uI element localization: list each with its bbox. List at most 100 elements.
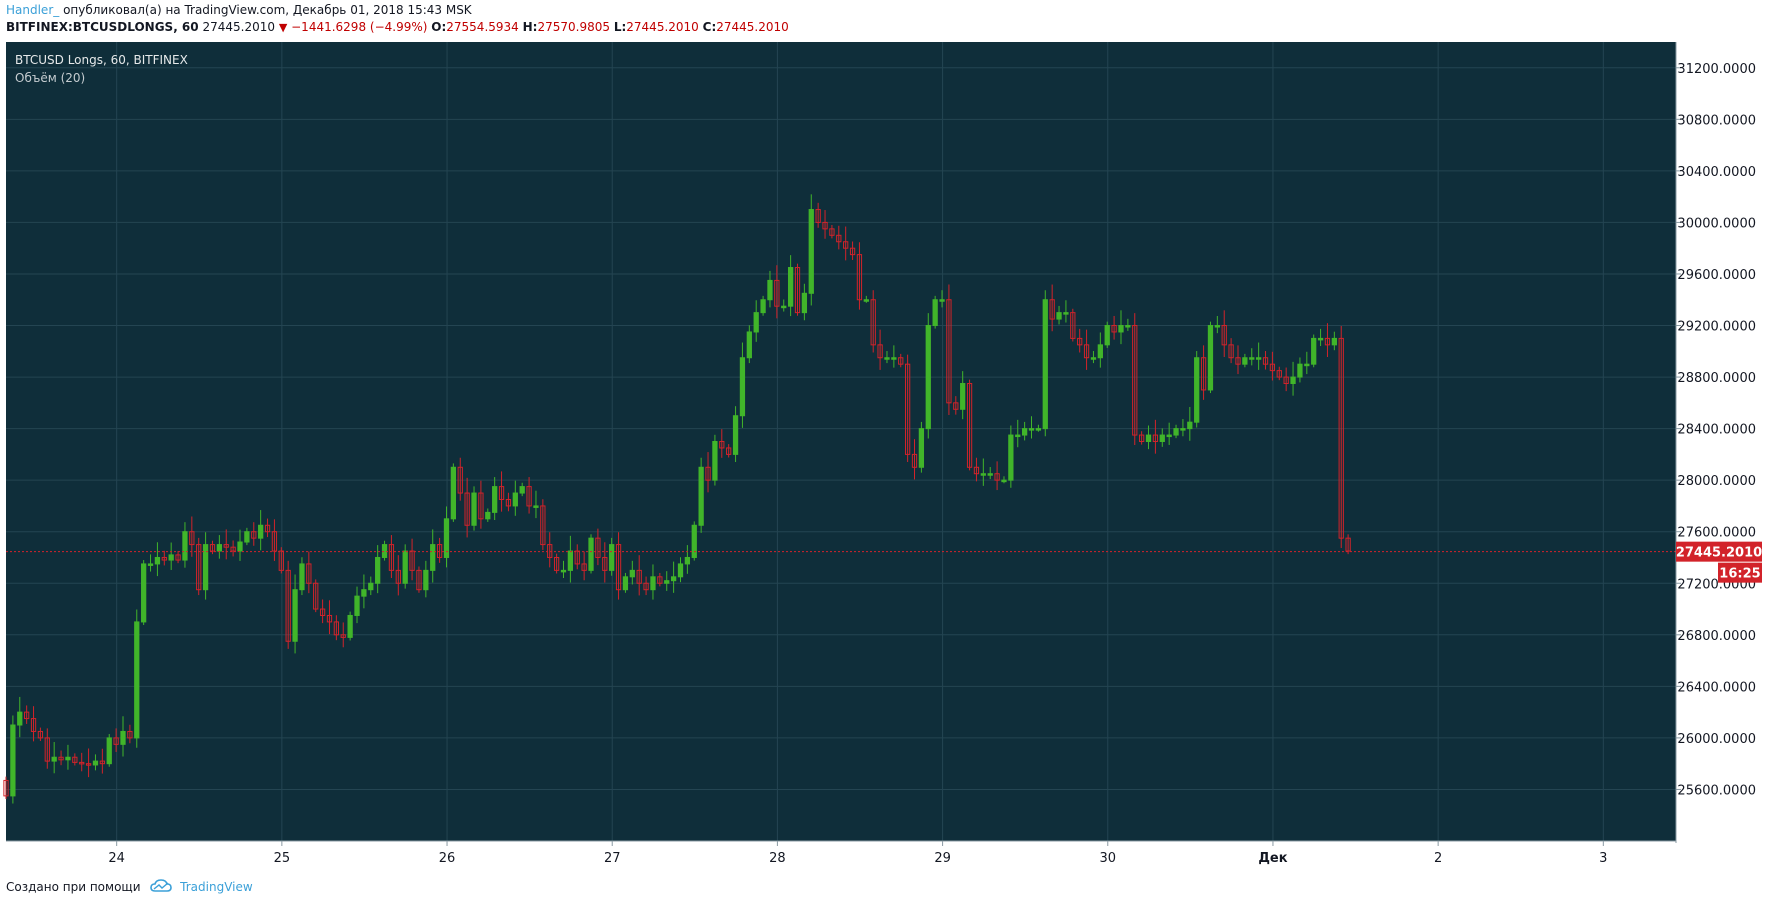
time-axis[interactable]: 24 25 26 27 28 29 30 Дек 2 3 [108,841,1607,866]
candle-body [1001,479,1007,483]
open-label: O: [431,20,447,34]
candle-body [691,524,697,558]
x-tick-label: 27 [604,851,621,866]
candle-body [643,582,649,591]
legend-volume[interactable]: Объём (20) [15,71,85,85]
candle-body [492,486,498,513]
candle-body [1083,344,1090,359]
candle-body [932,299,938,327]
candle-body [843,241,849,249]
candle-body [1276,370,1282,378]
candle-body [388,544,395,571]
candle-body [450,466,457,520]
candle-body [1324,337,1331,346]
candle-body [51,756,57,762]
candle-body [223,544,229,548]
candle-body [1132,325,1138,436]
candle-body [519,486,525,494]
candle-body [856,254,863,301]
candle-body [918,428,925,468]
candle-body [430,544,436,571]
candle-body [904,363,911,455]
candle-body [154,556,161,565]
candle-body [1015,434,1021,438]
ohlc-header: BITFINEX:BTCUSDLONGS, 60 27445.2010 ▼ −1… [6,20,789,34]
created-with-label: Создано при помощи [6,880,141,894]
last-price-tag: 27445.2010 16:25 [1676,541,1762,583]
candle-body [1221,325,1227,346]
candle-body [85,763,92,766]
candle-body [547,544,553,558]
candle-body [189,531,195,546]
low-value: 27445.2010 [626,20,699,34]
candle-body [815,209,821,223]
candle-body [333,621,339,636]
candle-body [698,466,704,526]
candle-body [196,544,202,591]
candle-body [781,305,787,309]
candle-body [271,531,278,552]
symbol-label: BITFINEX:BTCUSDLONGS, 60 [6,20,199,34]
candle-body [1194,357,1200,423]
candle-body [313,582,319,610]
candles [3,194,1351,804]
low-label: L: [613,20,627,34]
candle-body [209,544,216,552]
candle-body [1269,363,1276,372]
candle-body [622,576,629,591]
candle-body [161,556,167,561]
candle-body [216,544,222,552]
candle-body [581,563,587,571]
plot-area[interactable] [6,42,1676,841]
candle-body [292,589,298,642]
candle-body [182,531,188,561]
author-link[interactable]: Handler_ [6,3,60,17]
y-tick-label: 31200.0000 [1677,62,1756,77]
candle-body [471,492,477,526]
candle-body [1207,325,1214,391]
candle-body [540,505,546,546]
candle-body [1077,337,1083,346]
candle-body [202,544,209,591]
y-tick-label: 26800.0000 [1677,629,1756,644]
y-tick-label: 26400.0000 [1677,680,1756,695]
candle-body [24,711,30,720]
candle-body [670,576,677,582]
candle-body [409,550,415,571]
candle-body [1056,312,1062,320]
candle-body [264,524,271,533]
candle-body [966,383,973,468]
open-value: 27554.5934 [446,20,519,34]
candle-body [395,569,401,584]
candle-body [753,312,759,333]
candle-body [1042,299,1048,430]
candle-body [1021,428,1028,436]
candle-body [746,331,752,359]
candle-body [457,466,463,494]
footer: Создано при помощи TradingView [6,879,253,896]
candle-body [960,383,966,410]
candle-body [767,279,773,301]
y-tick-label: 30800.0000 [1677,113,1756,128]
candle-body [836,234,842,243]
candle-body [1311,337,1317,365]
candle-body [134,621,140,739]
candle-body [1028,428,1035,431]
candle-body [898,357,904,365]
candle-body [760,299,766,314]
candle-body [1242,357,1248,365]
candle-body [1187,421,1193,430]
candle-body [1111,325,1117,333]
tradingview-link[interactable]: TradingView [180,880,253,894]
high-label: H: [522,20,538,34]
candle-body [595,537,601,558]
candle-body [877,344,883,359]
candle-body [732,415,739,455]
countdown-tag-bg [1718,562,1762,583]
tradingview-cloud-icon [150,879,173,896]
price-axis[interactable]: 25600.0000 26000.0000 26400.0000 26800.0000… [1676,62,1756,799]
last-price: 27445.2010 [202,20,275,34]
candle-body [423,569,429,591]
candle-body [498,486,505,500]
